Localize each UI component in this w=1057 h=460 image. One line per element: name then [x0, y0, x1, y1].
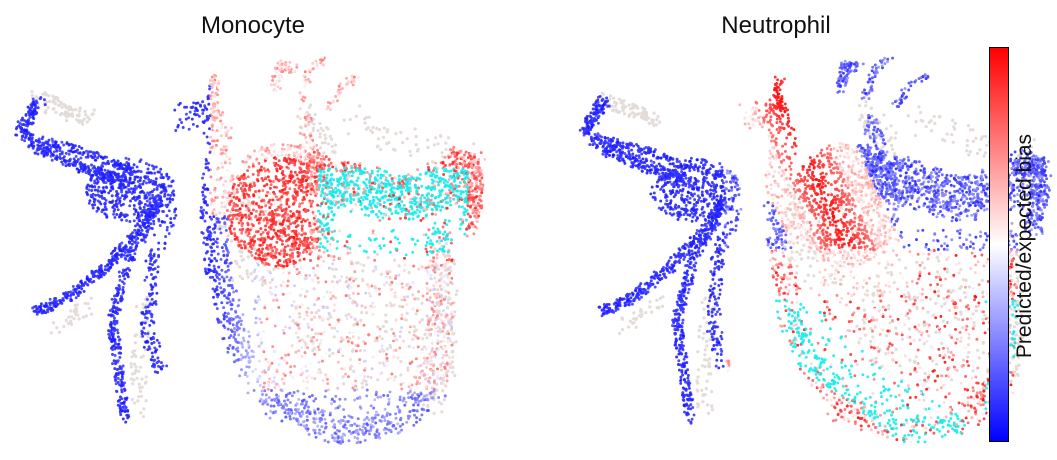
colorbar — [989, 47, 1009, 442]
panel-title-neutrophil: Neutrophil — [721, 12, 831, 39]
scatter-plot-monocyte — [14, 56, 487, 445]
panel-title-monocyte: Monocyte — [200, 12, 306, 39]
colorbar-label: Predicted/expected bias — [1013, 133, 1036, 359]
